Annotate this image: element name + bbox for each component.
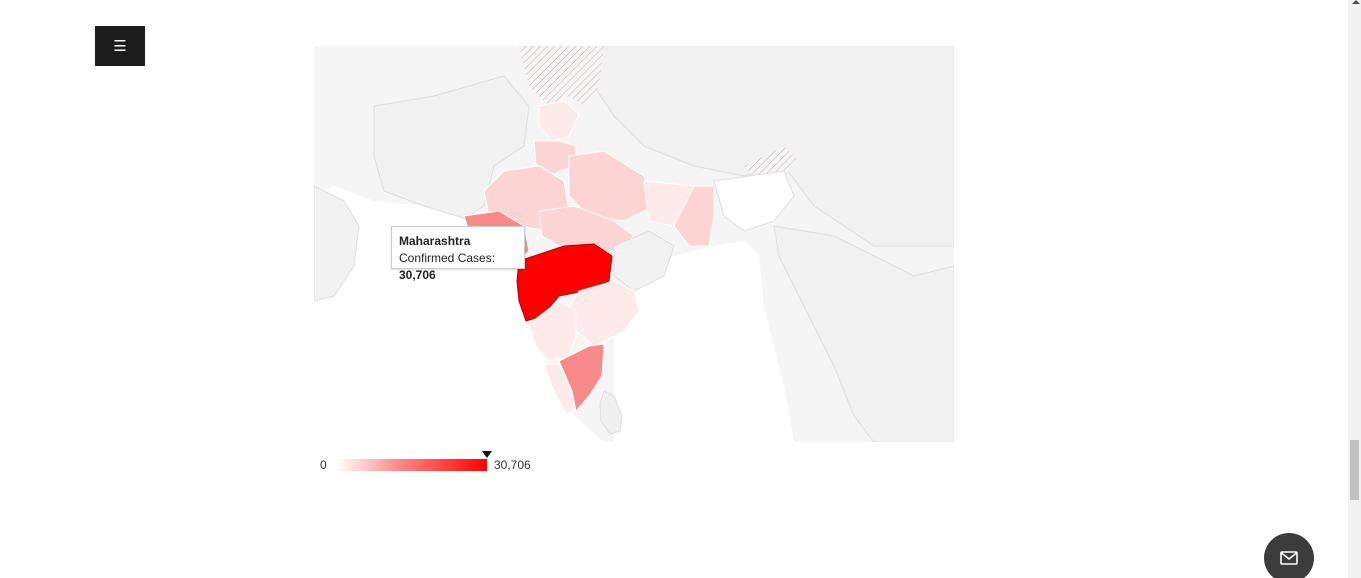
legend-marker-icon xyxy=(482,451,492,458)
state-maharashtra xyxy=(516,243,613,322)
neighbor-sri-lanka xyxy=(599,390,623,435)
scroll-up-arrow-icon[interactable] xyxy=(1352,0,1360,4)
tooltip-label: Confirmed Cases: xyxy=(399,251,496,265)
state-chhattisgarh-odisha xyxy=(613,230,675,292)
arabian-sea xyxy=(314,186,604,442)
hamburger-menu-icon: ☰ xyxy=(113,38,127,55)
legend-min-label: 0 xyxy=(320,458,327,472)
state-northeast xyxy=(713,170,795,232)
state-kerala xyxy=(543,363,575,415)
tooltip-title: Maharashtra xyxy=(399,234,471,248)
neighbor-west xyxy=(314,185,360,302)
state-jammu-kashmir xyxy=(538,100,580,142)
mail-icon xyxy=(1280,551,1298,565)
bay-of-bengal xyxy=(614,241,794,442)
legend-gradient-bar xyxy=(336,459,487,471)
state-west-bengal xyxy=(673,185,715,247)
disputed-area-northeast xyxy=(744,146,799,181)
contact-mail-button[interactable] xyxy=(1264,533,1314,578)
color-legend: 0 30,706 xyxy=(314,450,574,476)
state-karnataka xyxy=(528,300,577,362)
vertical-scrollbar[interactable] xyxy=(1348,0,1361,578)
scrollbar-thumb[interactable] xyxy=(1350,440,1359,500)
menu-button[interactable]: ☰ xyxy=(95,26,145,66)
legend-max-label: 30,706 xyxy=(494,458,531,472)
neighbor-myanmar-se-asia xyxy=(773,225,954,442)
tooltip-value: 30,706 xyxy=(399,268,436,282)
map-tooltip: Maharashtra Confirmed Cases: 30,706 xyxy=(391,226,525,282)
disputed-area-north xyxy=(519,46,604,106)
map-svg xyxy=(314,46,954,442)
state-uttar-pradesh xyxy=(568,150,655,222)
tooltip-body: Confirmed Cases: 30,706 xyxy=(399,250,517,284)
india-choropleth-map[interactable] xyxy=(314,46,954,442)
state-tamil-nadu xyxy=(558,343,605,413)
